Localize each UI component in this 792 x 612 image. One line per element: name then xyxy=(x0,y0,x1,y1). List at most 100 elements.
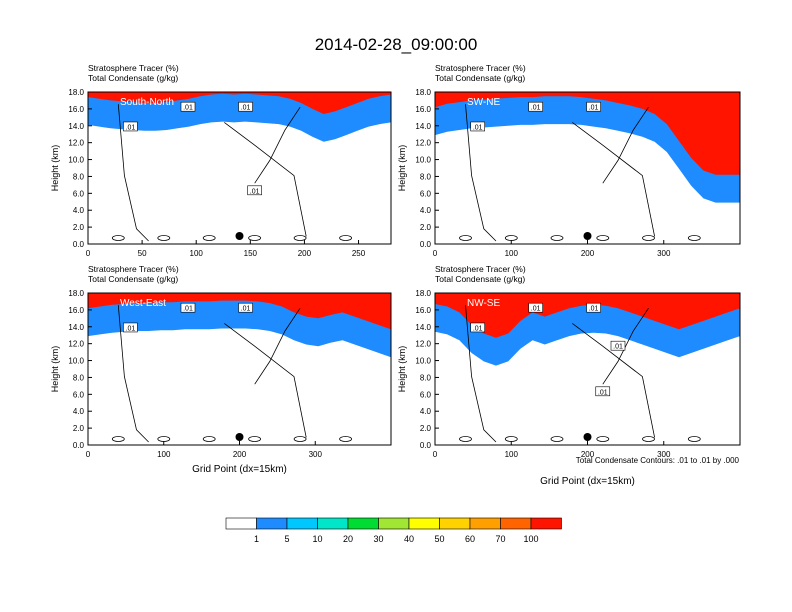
panel-title-line: Stratosphere Tracer (%) xyxy=(88,264,179,274)
condensate-contour xyxy=(572,323,655,438)
condensate-blob xyxy=(550,235,564,241)
contour-label-box xyxy=(123,121,138,132)
y-tick-label: 8.0 xyxy=(73,172,85,181)
x-tick-labels: 0 100 200 300 xyxy=(433,240,671,258)
contour-label: .01 xyxy=(589,105,599,112)
contour-label-box xyxy=(247,185,262,196)
colorbar-swatch xyxy=(439,517,471,530)
y-tick-label: 2.0 xyxy=(73,223,85,232)
x-tick-label: 100 xyxy=(505,249,519,258)
contour-label-box xyxy=(586,302,601,313)
condensate-blob xyxy=(248,436,262,442)
condensate-blob xyxy=(550,436,564,442)
y-tick-label: 0.0 xyxy=(73,240,85,249)
contour-labels: .01 .01 .01 xyxy=(470,101,601,131)
location-marker xyxy=(583,232,592,240)
y-tick-labels: 0.0 2.0 4.0 6.0 8.0 10.0 12.0 14.0 16.0 18.0 xyxy=(415,88,439,249)
colorbar-swatch xyxy=(408,517,440,530)
panel-sw-ne: .01 .01 .01 0 100 200 300 0.0 2.0 4.0 6.0 8.0 10.0 12… xyxy=(397,63,741,258)
panel-title-line: Stratosphere Tracer (%) xyxy=(435,63,526,73)
condensate-blob xyxy=(293,436,307,442)
panel-title-line: Total Condensate (g/kg) xyxy=(88,73,178,83)
condensate-contour xyxy=(602,106,649,184)
y-axis-label: Height (km) xyxy=(50,346,60,393)
condensate-blob xyxy=(202,235,216,241)
x-tick-label: 200 xyxy=(233,450,247,459)
contour-labels: .01 .01 .01 .01 xyxy=(123,101,262,196)
colorbar-label: 20 xyxy=(343,534,353,544)
y-tick-label: 0.0 xyxy=(420,441,432,450)
condensate-blob xyxy=(339,436,353,442)
contour-label: .01 xyxy=(241,306,251,313)
condensate-contour xyxy=(602,307,649,385)
x-tick-label: 200 xyxy=(298,249,312,258)
y-tick-label: 16.0 xyxy=(415,105,431,114)
x-tick-label: 0 xyxy=(433,249,438,258)
y-tick-label: 12.0 xyxy=(68,139,84,148)
tracer-band-top xyxy=(88,92,391,114)
y-tick-label: 12.0 xyxy=(415,340,431,349)
condensate-blob xyxy=(642,436,655,442)
x-axis-label: Grid Point (dx=15km) xyxy=(540,476,635,487)
y-tick-label: 16.0 xyxy=(68,105,84,114)
colorbar-swatch xyxy=(286,517,318,530)
location-marker xyxy=(235,232,244,240)
condensate-blob xyxy=(339,235,353,241)
y-tick-label: 10.0 xyxy=(415,357,431,366)
colorbar-label: 40 xyxy=(404,534,414,544)
condensate-contour xyxy=(117,305,149,443)
contour-label-box xyxy=(528,101,543,112)
condensate-blob xyxy=(202,436,216,442)
tracer-field xyxy=(88,92,391,142)
condensate-contour xyxy=(117,104,149,242)
colorbar-swatch xyxy=(317,517,349,530)
panel-frame xyxy=(87,91,392,245)
contour-label-box xyxy=(528,302,543,313)
cross-section-label: West-East xyxy=(120,298,166,309)
y-tick-label: 4.0 xyxy=(420,407,432,416)
y-tick-label: 18.0 xyxy=(68,289,84,298)
condensate-blob xyxy=(596,235,610,241)
y-tick-label: 2.0 xyxy=(420,223,432,232)
condensate-blob xyxy=(111,235,125,241)
condensate-contour xyxy=(254,106,301,184)
contour-footnote: Total Condensate Contours: .01 to .01 by… xyxy=(576,456,740,465)
y-tick-labels: 0.0 2.0 4.0 6.0 8.0 10.0 12.0 14.0 16.0 18.0 xyxy=(68,88,92,249)
tracer-band-top xyxy=(435,293,740,338)
contour-label: .01 xyxy=(473,124,483,131)
contour-label: .01 xyxy=(126,325,136,332)
condensate-blob xyxy=(459,436,472,442)
colorbar-swatch xyxy=(530,517,562,530)
contour-label-box xyxy=(595,386,611,397)
x-tick-label: 150 xyxy=(244,249,258,258)
contour-labels: .01 .01 .01 .01 .01 xyxy=(470,302,626,397)
contour-label-box xyxy=(238,101,253,112)
y-tick-label: 2.0 xyxy=(420,424,432,433)
y-tick-label: 8.0 xyxy=(73,373,85,382)
condensate-contour xyxy=(224,122,307,237)
y-tick-label: 4.0 xyxy=(420,206,432,215)
panel-title-line: Stratosphere Tracer (%) xyxy=(435,264,526,274)
y-tick-label: 12.0 xyxy=(68,340,84,349)
condensate-blob xyxy=(687,436,701,442)
colorbar-label: 70 xyxy=(495,534,505,544)
contour-label-box xyxy=(470,322,486,333)
y-tick-label: 14.0 xyxy=(415,122,431,131)
condensate-blob xyxy=(111,436,125,442)
colorbar-swatch xyxy=(500,517,532,530)
colorbar-swatch xyxy=(347,517,379,530)
tracer-band-top xyxy=(88,293,391,330)
x-tick-label: 250 xyxy=(352,249,366,258)
condensate-contour xyxy=(572,122,655,237)
condensate-blob xyxy=(293,235,307,241)
tracer-field xyxy=(88,293,391,358)
condensate-blob xyxy=(687,235,701,241)
x-tick-label: 100 xyxy=(505,450,519,459)
contour-label: .01 xyxy=(126,124,136,131)
contour-label-box xyxy=(123,322,138,333)
colorbar-label: 60 xyxy=(465,534,475,544)
panel-south-north: .01 .01 .01 .01 0 50 100 150 200 250 0.0 2.0 4.0 6.0 8… xyxy=(50,63,392,258)
colorbar-label: 10 xyxy=(312,534,322,544)
x-tick-labels: 0 100 200 300 xyxy=(433,441,671,459)
condensate-blob xyxy=(596,436,610,442)
